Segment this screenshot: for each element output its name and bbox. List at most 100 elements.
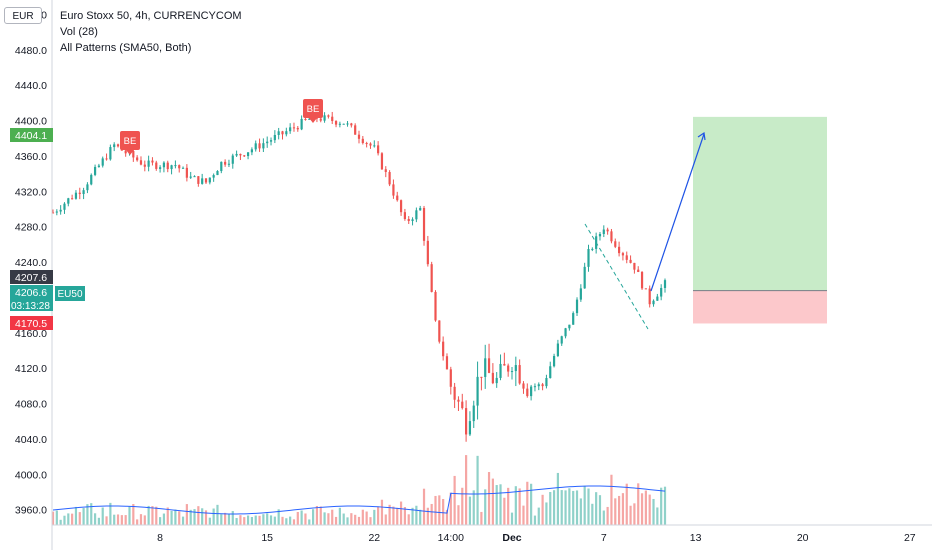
- volume-bar: [472, 490, 475, 525]
- volume-bar: [116, 514, 120, 525]
- pattern-badge[interactable]: [120, 131, 140, 150]
- candle-body: [430, 264, 433, 292]
- projection-arrowhead[interactable]: [697, 131, 706, 141]
- volume-bar: [109, 502, 112, 525]
- candle-body: [300, 118, 303, 130]
- volume-bar: [530, 483, 533, 525]
- candle-body: [181, 167, 185, 169]
- legend-patterns[interactable]: All Patterns (SMA50, Both): [60, 42, 192, 54]
- volume-bar: [556, 472, 559, 525]
- candle-body: [155, 162, 158, 169]
- candle-body: [285, 131, 288, 135]
- volume-bar: [537, 507, 540, 525]
- candle-body: [419, 207, 422, 211]
- volume-bar: [346, 517, 349, 525]
- volume-bar: [545, 502, 548, 525]
- candle-body: [292, 127, 296, 129]
- candle-body: [289, 127, 292, 132]
- y-tick-label: 4160.0: [15, 328, 47, 340]
- candle-body: [361, 138, 364, 144]
- volume-bar: [82, 508, 85, 525]
- candle-body: [262, 143, 265, 149]
- legend-volume[interactable]: Vol (28): [60, 26, 98, 38]
- volume-bar: [495, 485, 498, 525]
- countdown-label: 03:13:28: [11, 301, 50, 312]
- volume-bar: [618, 495, 621, 525]
- projection-arrow[interactable]: [650, 133, 705, 292]
- pattern-badge[interactable]: [303, 99, 323, 118]
- volume-bar: [120, 515, 123, 525]
- volume-bar: [208, 517, 211, 525]
- volume-bar: [579, 498, 582, 525]
- candle-body: [166, 162, 169, 170]
- candle-body: [231, 155, 234, 164]
- volume-bar: [159, 517, 162, 525]
- candle-body: [71, 198, 74, 200]
- candle-body: [189, 176, 192, 178]
- candle-body: [82, 190, 85, 195]
- chart-legend: Euro Stoxx 50, 4h, CURRENCYCOM Vol (28) …: [60, 8, 242, 56]
- volume-bar: [633, 503, 636, 525]
- trade-zones[interactable]: [693, 116, 827, 324]
- volume-bar: [434, 495, 437, 525]
- volume-bar: [411, 507, 414, 525]
- candle-body: [51, 212, 55, 214]
- candle-body: [621, 253, 625, 256]
- volume-bar: [518, 488, 521, 525]
- volume-bar: [254, 515, 257, 525]
- candle-body: [67, 198, 70, 204]
- candle-body: [552, 355, 556, 367]
- candle-body: [480, 376, 483, 378]
- candle-body: [373, 145, 376, 147]
- trend-line[interactable]: [584, 223, 649, 330]
- volume-bar: [319, 506, 322, 525]
- candle-body: [354, 125, 357, 135]
- legend-title[interactable]: Euro Stoxx 50, 4h, CURRENCYCOM: [60, 10, 242, 22]
- current-price-tag-label: 4206.6: [15, 287, 47, 299]
- volume-bar: [155, 506, 158, 525]
- candle-body: [499, 363, 502, 378]
- candle-body: [510, 371, 514, 373]
- volume-bars: [51, 455, 667, 525]
- volume-bar: [334, 516, 338, 525]
- volume-bar: [331, 509, 334, 525]
- volume-bar: [660, 487, 663, 525]
- volume-bar: [591, 503, 594, 525]
- volume-bar: [583, 485, 586, 525]
- volume-bar: [71, 513, 74, 525]
- candle-body: [269, 140, 273, 142]
- candle-body: [415, 210, 418, 220]
- stop-zone[interactable]: [693, 290, 827, 324]
- candle-body: [304, 118, 307, 120]
- candle-body: [193, 176, 196, 178]
- candle-body: [319, 118, 322, 121]
- volume-bar: [189, 509, 192, 525]
- volume-bar: [621, 493, 625, 525]
- volume-bar: [250, 516, 253, 525]
- candle-body: [281, 131, 284, 135]
- volume-bar: [93, 513, 97, 525]
- pattern-badge-label: BE: [124, 136, 137, 147]
- volume-bar: [224, 512, 227, 525]
- volume-bar: [640, 493, 644, 525]
- volume-bar: [507, 487, 510, 525]
- candle-body: [449, 369, 452, 387]
- annotations[interactable]: BE BE: [120, 99, 706, 330]
- volume-bar: [139, 514, 143, 525]
- volume-bar: [606, 506, 609, 525]
- x-tick-label: 13: [690, 532, 702, 544]
- candle-body: [90, 174, 93, 185]
- candle-body: [399, 200, 403, 213]
- x-tick-label: 14:00: [438, 532, 464, 544]
- target-zone[interactable]: [693, 116, 827, 291]
- currency-badge[interactable]: EUR: [4, 7, 42, 24]
- volume-bar: [487, 472, 491, 525]
- volume-bar: [289, 516, 292, 525]
- candle-body: [625, 255, 628, 260]
- volume-bar: [239, 515, 242, 525]
- volume-bar: [637, 483, 640, 525]
- candle-body: [591, 248, 594, 250]
- candle-body: [116, 144, 120, 147]
